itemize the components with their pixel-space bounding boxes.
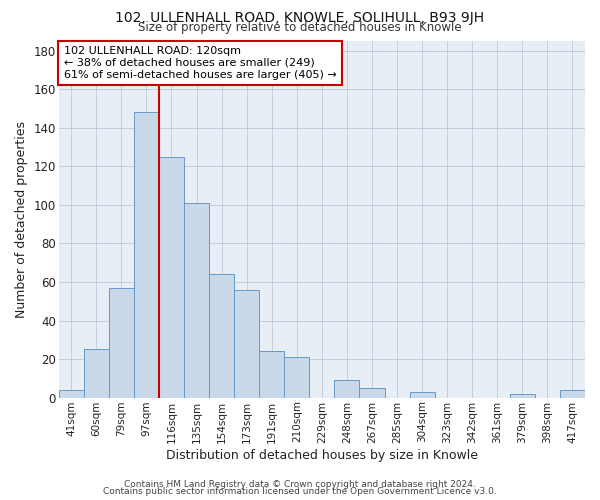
Bar bbox=[184, 203, 209, 398]
Y-axis label: Number of detached properties: Number of detached properties bbox=[15, 121, 28, 318]
Bar bbox=[234, 290, 259, 398]
Bar bbox=[109, 288, 134, 398]
Bar bbox=[560, 390, 585, 398]
Text: Size of property relative to detached houses in Knowle: Size of property relative to detached ho… bbox=[138, 21, 462, 34]
Bar bbox=[209, 274, 234, 398]
Bar bbox=[510, 394, 535, 398]
Bar bbox=[334, 380, 359, 398]
Bar bbox=[84, 350, 109, 398]
Bar bbox=[59, 390, 84, 398]
Bar bbox=[284, 357, 310, 398]
Text: 102 ULLENHALL ROAD: 120sqm
← 38% of detached houses are smaller (249)
61% of sem: 102 ULLENHALL ROAD: 120sqm ← 38% of deta… bbox=[64, 46, 337, 80]
X-axis label: Distribution of detached houses by size in Knowle: Distribution of detached houses by size … bbox=[166, 450, 478, 462]
Bar bbox=[134, 112, 159, 398]
Text: 102, ULLENHALL ROAD, KNOWLE, SOLIHULL, B93 9JH: 102, ULLENHALL ROAD, KNOWLE, SOLIHULL, B… bbox=[115, 11, 485, 25]
Bar bbox=[159, 156, 184, 398]
Bar bbox=[259, 352, 284, 398]
Bar bbox=[359, 388, 385, 398]
Bar bbox=[410, 392, 434, 398]
Text: Contains public sector information licensed under the Open Government Licence v3: Contains public sector information licen… bbox=[103, 488, 497, 496]
Text: Contains HM Land Registry data © Crown copyright and database right 2024.: Contains HM Land Registry data © Crown c… bbox=[124, 480, 476, 489]
